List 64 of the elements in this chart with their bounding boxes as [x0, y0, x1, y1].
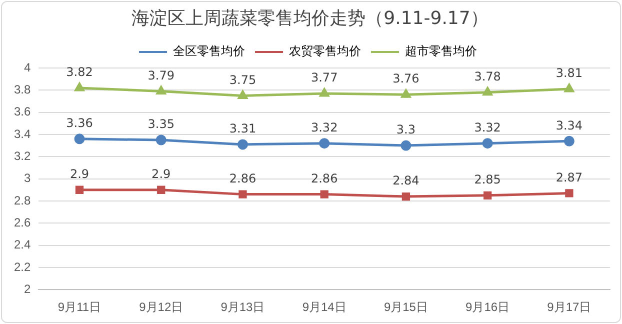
point	[402, 192, 410, 201]
point	[400, 140, 412, 151]
data-label: 2.84	[392, 174, 420, 188]
x-tick-label: 9月14日	[302, 300, 346, 314]
data-label: 3.32	[310, 120, 338, 134]
point	[564, 136, 574, 146]
point	[320, 88, 330, 97]
legend-label: 超市零售均价	[405, 44, 477, 58]
point	[237, 139, 248, 150]
y-tick-label: 3.6	[14, 104, 31, 119]
data-label: 3.34	[556, 118, 583, 132]
y-tick-label: 4	[24, 60, 31, 74]
point	[156, 134, 166, 146]
x-tick-label: 9月16日	[466, 300, 510, 314]
point	[482, 87, 492, 96]
data-label: 3.3	[396, 122, 416, 137]
point	[320, 190, 328, 198]
data-label: 3.76	[392, 72, 420, 86]
data-label: 3.31	[229, 122, 256, 136]
data-label: 3.82	[66, 65, 93, 80]
point	[238, 190, 247, 198]
point	[157, 186, 166, 194]
point	[483, 191, 492, 200]
y-tick-label: 2.8	[14, 193, 31, 208]
data-label: 2.87	[556, 170, 583, 184]
x-tick-label: 9月17日	[547, 300, 592, 314]
point	[401, 89, 411, 98]
y-tick-label: 3	[24, 171, 31, 186]
x-tick-label: 9月15日	[384, 300, 428, 314]
legend-label: 全区零售均价	[173, 44, 245, 58]
data-label: 3.78	[474, 70, 501, 84]
data-label: 3.36	[66, 116, 93, 130]
y-tick-label: 2.6	[14, 215, 31, 230]
y-tick-label: 2.4	[14, 238, 31, 252]
point	[156, 86, 166, 95]
data-label: 3.75	[229, 72, 256, 87]
point	[565, 189, 574, 198]
y-tick-label: 2.2	[14, 260, 31, 274]
x-tick-label: 9月13日	[220, 300, 265, 314]
data-label: 3.35	[148, 117, 174, 132]
data-label: 2.86	[310, 171, 338, 186]
data-label: 3.79	[148, 68, 174, 82]
x-tick-label: 9月12日	[139, 300, 184, 314]
y-tick-label: 2	[24, 282, 31, 296]
data-label: 3.77	[310, 70, 338, 85]
point	[482, 138, 493, 149]
point	[238, 90, 248, 99]
point	[564, 84, 574, 92]
y-tick-label: 3.2	[14, 148, 31, 163]
y-tick-label: 3.4	[14, 126, 31, 141]
x-tick-label: 9月11日	[58, 300, 102, 314]
data-label: 2.85	[474, 172, 501, 187]
data-label: 2.9	[70, 167, 90, 182]
legend-label: 农贸零售均价	[289, 44, 361, 58]
point	[74, 134, 85, 144]
y-tick-label: 3.8	[14, 82, 31, 96]
data-label: 3.32	[474, 120, 501, 134]
data-label: 2.86	[229, 171, 256, 186]
data-label: 2.9	[152, 167, 171, 182]
data-label: 3.81	[556, 66, 583, 80]
point	[319, 138, 330, 149]
chart-title: 海淀区上周蔬菜零售均价走势（9.11-9.17）	[130, 7, 490, 30]
point	[75, 186, 84, 194]
point	[74, 82, 84, 92]
